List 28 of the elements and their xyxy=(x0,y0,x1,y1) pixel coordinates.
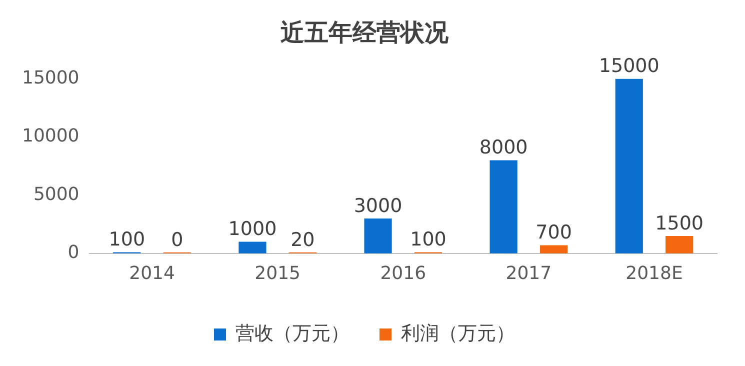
data-label: 0 xyxy=(171,228,184,251)
data-label: 100 xyxy=(410,228,446,251)
bar xyxy=(540,245,568,254)
bar xyxy=(364,218,392,254)
data-label: 100 xyxy=(108,228,146,251)
x-tick-label: 2018E xyxy=(626,262,683,284)
x-tick-label: 2014 xyxy=(129,262,175,284)
bar xyxy=(238,242,266,254)
x-tick-label: 2016 xyxy=(380,262,426,284)
legend-label: 营收（万元） xyxy=(236,322,350,344)
data-label: 700 xyxy=(536,222,572,244)
legend-label: 利润（万元） xyxy=(401,322,515,344)
data-label: 8000 xyxy=(479,136,528,159)
data-label: 1500 xyxy=(655,212,704,234)
bar xyxy=(490,160,518,254)
data-label: 3000 xyxy=(354,194,402,217)
y-tick-label: 15000 xyxy=(22,67,80,88)
y-tick-label: 0 xyxy=(68,242,80,264)
data-label: 15000 xyxy=(598,55,660,78)
bar xyxy=(615,78,643,254)
chart-title: 近五年经营状况 xyxy=(280,18,450,47)
x-tick-label: 2017 xyxy=(506,262,552,284)
x-tick-label: 2015 xyxy=(254,262,300,284)
y-tick-label: 10000 xyxy=(22,126,80,147)
data-label: 1000 xyxy=(228,218,277,240)
bar xyxy=(666,236,694,254)
data-label: 20 xyxy=(290,228,315,251)
y-tick-label: 5000 xyxy=(33,184,80,205)
